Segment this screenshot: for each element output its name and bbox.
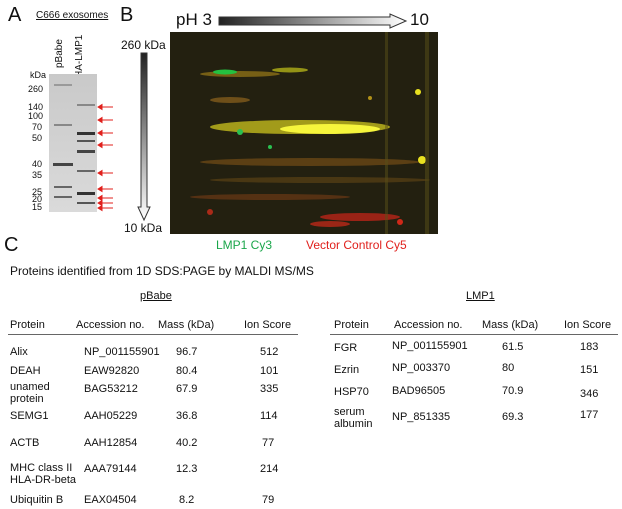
lmp1-header-protein: Protein <box>334 319 369 331</box>
lmp1-row-3-protein: HSP70 <box>334 386 369 398</box>
marker-40: 40 <box>32 159 43 169</box>
pbabe-row-3-protein-line2: protein <box>10 393 44 405</box>
lmp1-header-accession: Accession no. <box>394 319 463 331</box>
pbabe-row-5-mass: 40.2 <box>176 437 198 449</box>
mw-bottom-label: 10 kDa <box>124 221 163 235</box>
pbabe-row-1-score: 512 <box>260 346 279 358</box>
pbabe-row-5-score: 77 <box>262 437 275 449</box>
lane-label-pbabe: pBabe <box>54 39 65 68</box>
panel-label-a: A <box>8 4 22 26</box>
lmp1-row-2-accession: NP_003370 <box>392 362 451 374</box>
marker-15: 15 <box>32 202 43 212</box>
pbabe-row-3-accession: BAG53212 <box>84 383 138 395</box>
marker-70: 70 <box>32 122 43 132</box>
lmp1-row-4-mass: 69.3 <box>502 411 524 423</box>
pbabe-row-7-accession: EAX04504 <box>84 494 137 506</box>
lmp1-row-1-mass: 61.5 <box>502 341 524 353</box>
pbabe-header-score: Ion Score <box>244 319 292 331</box>
lmp1-row-1-score: 183 <box>580 341 599 353</box>
panel-label-b: B <box>120 4 134 26</box>
pbabe-row-7-protein: Ubiquitin B <box>10 494 64 506</box>
band-arrows <box>97 103 113 212</box>
mw-gradient-arrow <box>137 52 151 222</box>
lmp1-row-1-protein: FGR <box>334 342 358 354</box>
marker-260: 260 <box>28 84 44 94</box>
pbabe-row-6-protein-line2: HLA-DR-beta <box>10 474 77 486</box>
pbabe-row-5-protein: ACTB <box>10 437 40 449</box>
lmp1-row-3-mass: 70.9 <box>502 385 524 397</box>
pbabe-row-3-protein: unamed <box>10 381 50 393</box>
pbabe-row-2-mass: 80.4 <box>176 365 198 377</box>
marker-35: 35 <box>32 170 43 180</box>
pbabe-row-2-protein: DEAH <box>10 365 41 377</box>
lmp1-header-score: Ion Score <box>564 319 612 331</box>
pbabe-row-1-protein: Alix <box>10 346 28 358</box>
pbabe-row-1-accession: NP_001155901 <box>84 346 160 358</box>
pbabe-row-2-score: 101 <box>260 365 279 377</box>
lmp1-row-4-protein: serum <box>334 406 365 418</box>
legend-vector-cy5: Vector Control Cy5 <box>306 238 407 252</box>
marker-140: 140 <box>28 102 44 112</box>
pbabe-row-7-mass: 8.2 <box>179 494 195 506</box>
lmp1-row-3-accession: BAD96505 <box>392 385 446 397</box>
marker-100: 100 <box>28 111 44 121</box>
lmp1-row-2-score: 151 <box>580 364 599 376</box>
panel-a-title: C666 exosomes <box>36 10 109 21</box>
pbabe-row-4-mass: 36.8 <box>176 410 198 422</box>
pbabe-row-3-mass: 67.9 <box>176 383 198 395</box>
pbabe-row-5-accession: AAH12854 <box>84 437 138 449</box>
pbabe-row-6-mass: 12.3 <box>176 463 198 475</box>
lmp1-header-mass: Mass (kDa) <box>482 319 539 331</box>
pbabe-row-7-score: 79 <box>262 494 275 506</box>
pbabe-row-1-mass: 96.7 <box>176 346 198 358</box>
2d-dige-gel-image <box>170 32 438 234</box>
pbabe-header-mass: Mass (kDa) <box>158 319 215 331</box>
pbabe-row-4-accession: AAH05229 <box>84 410 138 422</box>
pbabe-row-6-protein: MHC class II <box>10 462 73 474</box>
pbabe-row-3-score: 335 <box>260 383 279 395</box>
lmp1-header-rule <box>330 334 618 335</box>
pbabe-row-6-accession: AAA79144 <box>84 463 137 475</box>
pbabe-row-6-score: 214 <box>260 463 279 475</box>
pbabe-header-rule <box>8 334 298 335</box>
lmp1-row-3-score: 346 <box>580 388 599 400</box>
sds-page-gel <box>49 74 97 212</box>
ph-start-label: pH 3 <box>176 10 212 29</box>
ph-end-label: 10 <box>410 10 429 29</box>
pbabe-row-2-accession: EAW92820 <box>84 365 140 377</box>
pbabe-row-4-score: 114 <box>260 410 278 422</box>
marker-25: 25 <box>32 187 43 197</box>
pbabe-header-protein: Protein <box>10 319 45 331</box>
marker-20: 20 <box>32 194 43 204</box>
lmp1-row-4-protein-line2: albumin <box>334 418 373 430</box>
ph-gradient-arrow <box>218 13 408 29</box>
lmp1-row-2-mass: 80 <box>502 362 515 374</box>
kda-unit-label: kDa <box>30 70 47 80</box>
lmp1-row-4-score: 177 <box>580 409 599 421</box>
panel-label-c: C <box>4 234 19 256</box>
pbabe-header-accession: Accession no. <box>76 319 145 331</box>
lmp1-row-4-accession: NP_851335 <box>392 411 451 423</box>
lane-label-ha-lmp1: HA-LMP1 <box>74 34 85 78</box>
pbabe-table-label: pBabe <box>140 290 172 302</box>
lmp1-table-label: LMP1 <box>466 290 495 302</box>
marker-50: 50 <box>32 133 43 143</box>
mw-top-label: 260 kDa <box>121 38 166 52</box>
legend-lmp1-cy3: LMP1 Cy3 <box>216 238 273 252</box>
pbabe-row-4-protein: SEMG1 <box>10 410 49 422</box>
table-title: Proteins identified from 1D SDS:PAGE by … <box>10 264 314 278</box>
lmp1-row-1-accession: NP_001155901 <box>392 340 468 352</box>
lmp1-row-2-protein: Ezrin <box>334 364 360 376</box>
